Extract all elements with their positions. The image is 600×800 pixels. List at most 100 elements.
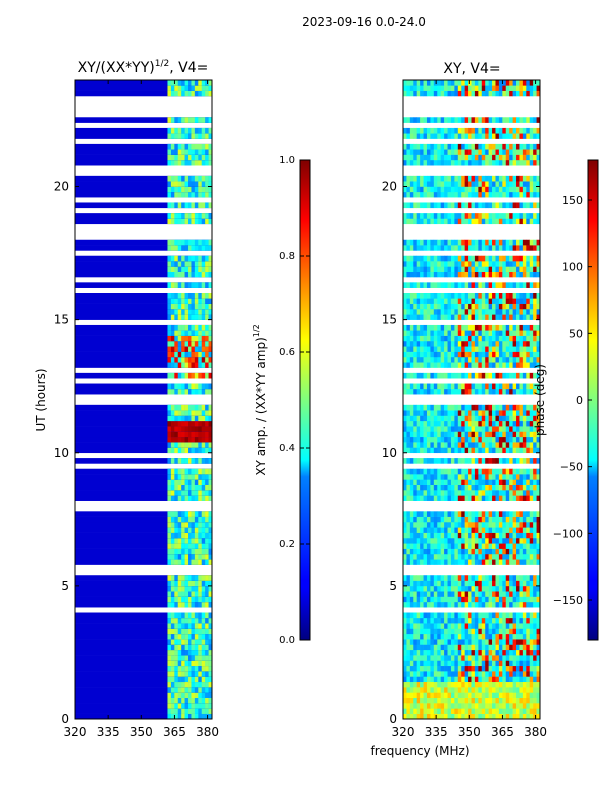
phase-cell [423,340,428,347]
phase-cell [526,484,531,491]
amplitude-cell [170,266,175,272]
phase-cell [502,415,507,422]
phase-cell [440,479,445,485]
amplitude-cell [181,218,185,225]
phase-cell [505,298,510,304]
phase-cell [433,681,438,688]
phase-cell [512,628,517,635]
phase-cell [457,442,462,448]
amplitude-cell [177,85,182,91]
phase-cell [464,362,469,368]
amplitude-cell [191,149,196,155]
amplitude-cell [201,612,206,619]
phase-row [403,708,540,714]
phase-cell [413,655,417,661]
phase-cell [457,490,462,496]
phase-cell [426,703,431,709]
phase-cell [464,261,469,267]
amplitude-cell [208,154,212,161]
phase-cell [444,665,448,672]
phase-cell [464,612,469,619]
phase-cell [464,692,469,698]
amplitude-row [75,617,212,624]
amplitude-row [75,431,212,438]
phase-cell [474,404,479,411]
phase-cell [440,175,445,182]
amplitude-cell [188,90,192,97]
phase-cell [481,330,486,336]
amplitude-cell [174,649,179,656]
phase-cell [529,687,534,693]
amplitude-cell [174,388,179,395]
phase-cell [526,713,531,719]
phase-cell [420,186,424,193]
phase-cell [512,351,517,358]
phase-cell [468,303,472,310]
amplitude-cell [174,623,179,629]
phase-cell [406,420,411,427]
phase-cell [426,442,431,448]
phase-cell [519,404,524,411]
amplitude-cell [177,282,182,288]
phase-cell [430,245,435,251]
phase-cell [488,644,493,651]
amplitude-row [75,692,212,698]
phase-cell [481,660,486,667]
phase-cell [437,154,441,161]
amplitude-cell [184,90,189,97]
phase-cell [478,431,483,438]
phase-cell [437,436,441,443]
phase-cell [457,559,462,565]
phase-cell [526,644,531,651]
phase-cell [505,676,510,683]
amplitude-cell [181,80,185,86]
phase-cell [430,314,435,320]
phase-cell [423,356,428,363]
phase-cell [403,266,407,272]
phase-cell [416,511,421,517]
phase-cell [409,474,414,480]
amplitude-cell [191,255,196,262]
phase-cell [509,282,513,288]
phase-cell [423,255,428,262]
phase-cell [468,655,472,661]
phase-cell [516,324,520,331]
phase-cell [516,665,520,672]
figure-title: 2023-09-16 0.0-24.0 [302,15,426,29]
amplitude-cell [188,202,192,209]
amplitude-cell [198,154,203,161]
phase-cell [488,202,493,209]
phase-cell [461,490,465,496]
phase-cell [409,687,414,693]
amplitude-cell [181,186,185,193]
phase-cell [416,591,421,597]
phase-cell [471,495,476,501]
phase-cell [533,175,537,182]
phase-cell [433,468,438,475]
phase-cell [505,340,510,347]
phase-cell [413,676,417,683]
amplitude-cell [208,655,212,661]
phase-cell [403,175,407,182]
phase-cell [519,324,524,331]
phase-cell [461,202,465,209]
phase-cell [495,665,500,672]
amplitude-cell [201,479,206,485]
amplitude-cell [174,585,179,592]
phase-cell [512,298,517,304]
phase-cell [478,383,483,390]
phase-cell [474,516,479,523]
phase-cell [457,585,462,592]
phase-cell [533,713,537,719]
phase-cell [461,186,465,193]
amplitude-row-base [75,159,212,166]
phase-cell [492,271,496,278]
amplitude-cell [167,159,172,166]
amplitude-cell [167,553,172,560]
phase-row [403,133,540,139]
phase-cell [468,511,472,517]
phase-cell [522,612,527,619]
phase-cell [478,245,483,251]
phase-cell [403,335,407,342]
phase-cell [440,202,445,209]
